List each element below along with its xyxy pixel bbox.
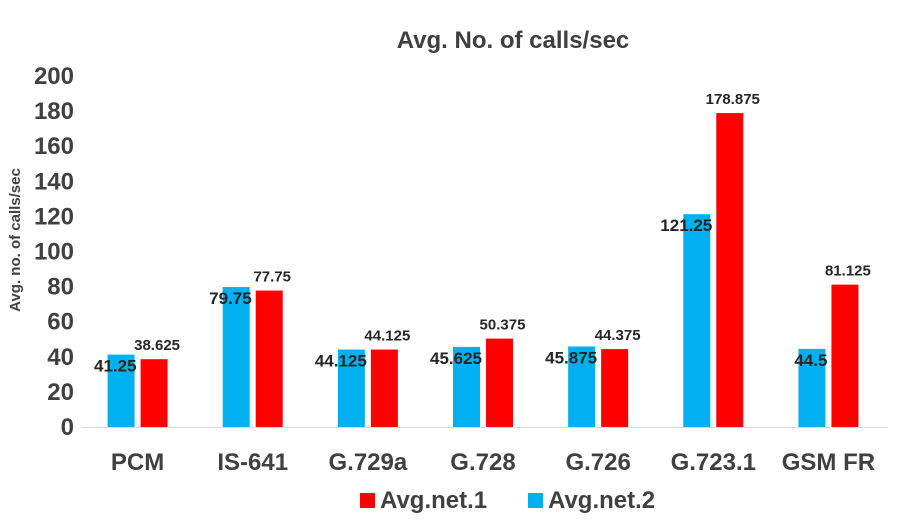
bar-avg-net-2 <box>683 214 711 427</box>
x-axis-ticks: PCM IS-641 G.729a G.728 G.726 G.723.1 GSM FR <box>111 449 875 476</box>
y-tick-label: 160 <box>34 133 74 160</box>
y-tick-label: 200 <box>34 63 74 90</box>
x-tick-label: PCM <box>111 449 164 476</box>
y-axis-label: Avg. no. of calls/sec <box>7 168 24 312</box>
legend-label: Avg.net.2 <box>548 487 655 514</box>
data-label-avg-net-2: 41.25 <box>94 357 137 376</box>
bar-avg-net-1 <box>486 338 513 427</box>
y-tick-label: 120 <box>34 203 74 230</box>
x-tick-label: G.728 <box>450 449 515 476</box>
data-label-avg-net-1: 38.625 <box>134 337 180 354</box>
x-tick-label: IS-641 <box>217 449 288 476</box>
y-tick-label: 100 <box>34 239 74 266</box>
y-tick-label: 40 <box>47 344 74 371</box>
legend: Avg.net.1 Avg.net.2 <box>360 487 655 514</box>
bar-avg-net-2 <box>798 348 826 427</box>
bar-avg-net-2 <box>568 346 596 427</box>
chart-title: Avg. No. of calls/sec <box>397 27 630 54</box>
bar-avg-net-2 <box>107 354 135 427</box>
data-label-avg-net-2: 45.625 <box>430 349 482 368</box>
bar-avg-net-1 <box>831 284 859 427</box>
y-tick-label: 20 <box>47 379 74 406</box>
bar-avg-net-1 <box>601 349 629 427</box>
bar-avg-net-1 <box>716 113 744 427</box>
data-label-avg-net-2: 45.875 <box>545 348 597 367</box>
bar-avg-net-1 <box>370 349 398 427</box>
bar-avg-net-2 <box>222 287 250 427</box>
y-tick-label: 140 <box>34 168 74 195</box>
legend-swatch <box>360 493 375 508</box>
data-label-avg-net-2: 121.25 <box>660 216 712 235</box>
data-label-avg-net-1: 44.375 <box>595 327 641 344</box>
data-label-avg-net-1: 44.125 <box>364 328 410 345</box>
bar-avg-net-1 <box>140 359 168 427</box>
data-label-avg-net-1: 77.75 <box>253 269 291 286</box>
x-tick-label: GSM FR <box>782 449 875 476</box>
data-label-avg-net-1: 50.375 <box>480 317 526 334</box>
bar-avg-net-2 <box>453 346 480 427</box>
data-label-avg-net-2: 44.125 <box>315 352 367 371</box>
data-label-avg-net-2: 79.75 <box>209 289 252 308</box>
y-tick-label: 180 <box>34 98 74 125</box>
legend-swatch <box>528 493 543 508</box>
legend-label: Avg.net.1 <box>380 487 487 514</box>
bar-avg-net-2 <box>337 349 365 427</box>
data-label-avg-net-1: 81.125 <box>825 263 871 280</box>
x-tick-label: G.726 <box>565 449 630 476</box>
x-tick-label: G.723.1 <box>671 449 756 476</box>
y-tick-label: 80 <box>47 274 74 301</box>
y-axis-ticks: 0 20 40 60 80 100 120 140 160 180 200 <box>34 63 74 441</box>
data-label-avg-net-2: 44.5 <box>794 351 827 370</box>
x-tick-label: G.729a <box>328 449 407 476</box>
y-tick-label: 60 <box>47 309 74 336</box>
y-tick-label: 0 <box>61 414 74 441</box>
data-label-avg-net-1: 178.875 <box>706 91 760 108</box>
bar-avg-net-1 <box>255 290 283 427</box>
